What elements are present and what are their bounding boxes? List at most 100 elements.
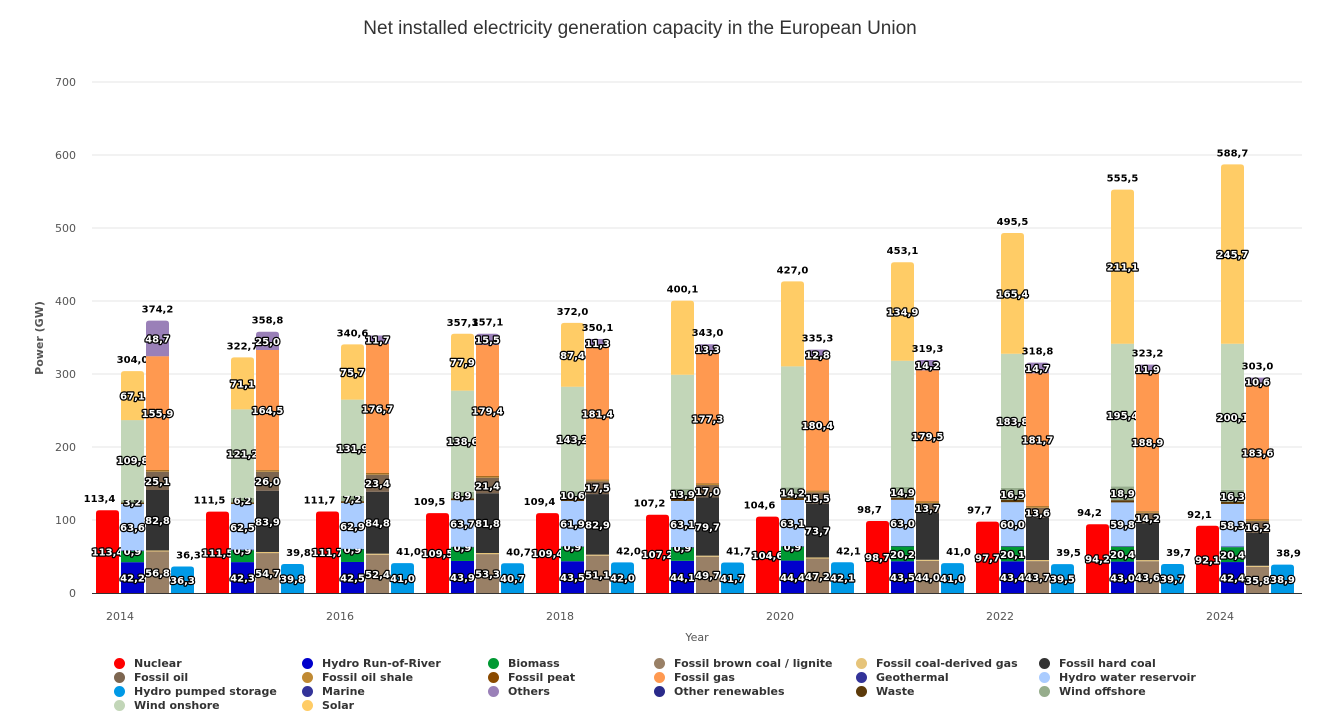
- data-label: 13,3: [695, 345, 720, 356]
- bar-segment: [1026, 561, 1049, 593]
- data-label: 245,7: [1217, 250, 1249, 261]
- bar-segment: [1001, 233, 1024, 354]
- bar-segment: [476, 333, 499, 346]
- total-label: 319,3: [912, 344, 944, 355]
- total-label: 39,7: [1166, 548, 1191, 559]
- bar-segment: [1111, 546, 1134, 562]
- bar-segment: [671, 560, 694, 593]
- total-label: 357,1: [472, 318, 504, 329]
- bar-segment: [561, 322, 584, 387]
- bar-segment: [536, 513, 559, 593]
- bar-segment: [341, 399, 364, 496]
- legend-label: Fossil peat: [508, 670, 576, 684]
- bar-segment: [671, 374, 694, 489]
- data-label: 87,4: [560, 351, 585, 362]
- legend-item[interactable]: Marine: [302, 684, 488, 698]
- bar-segment: [1001, 561, 1024, 593]
- legend-item[interactable]: Fossil hard coal: [1039, 656, 1219, 670]
- data-label: 43,9: [450, 573, 475, 584]
- legend-item[interactable]: Fossil oil: [114, 670, 302, 684]
- y-tick-label: 600: [55, 149, 76, 162]
- data-label: 107,2: [642, 550, 674, 561]
- data-label: 164,5: [252, 406, 284, 417]
- bar-segment: [916, 503, 939, 514]
- bar-segment: [366, 473, 389, 475]
- data-label: 84,8: [365, 519, 390, 530]
- bar-segment: [891, 545, 914, 547]
- bar-segment: [146, 550, 169, 552]
- bar-segment: [781, 546, 804, 561]
- legend-label: Fossil brown coal / lignite: [674, 656, 833, 670]
- data-label: 61,9: [560, 520, 585, 531]
- bar-segment: [231, 409, 254, 498]
- legend-item[interactable]: Other renewables: [654, 684, 856, 698]
- bar-segment: [1026, 506, 1049, 507]
- legend-item[interactable]: Fossil peat: [488, 670, 654, 684]
- bar-segment: [1246, 521, 1269, 533]
- data-label: 63,1: [670, 520, 695, 531]
- data-label: 15,5: [805, 494, 830, 505]
- legend-item[interactable]: Wind onshore: [114, 698, 302, 712]
- bar-segment: [1221, 546, 1244, 548]
- bar-segment: [781, 281, 804, 367]
- data-label: 67,1: [120, 392, 145, 403]
- bar-segment: [341, 548, 364, 550]
- data-label: 11,7: [365, 336, 390, 347]
- bar-segment: [341, 501, 364, 503]
- bar-segment: [316, 511, 339, 593]
- bar-segment: [561, 498, 584, 502]
- legend-item[interactable]: Hydro Run-of-River: [302, 656, 488, 670]
- legend-item[interactable]: Fossil oil shale: [302, 670, 488, 684]
- bar-segment: [366, 491, 389, 554]
- legend-marker-icon: [856, 685, 867, 697]
- legend-item[interactable]: Fossil gas: [654, 670, 856, 684]
- legend-item[interactable]: Geothermal: [856, 670, 1039, 684]
- bar-segment: [366, 472, 389, 474]
- total-label: 303,0: [1242, 362, 1274, 373]
- data-label: 71,1: [230, 379, 255, 390]
- total-label: 39,8: [286, 548, 311, 559]
- data-label: 20,4: [1110, 550, 1135, 561]
- legend-item[interactable]: Wind offshore: [1039, 684, 1219, 698]
- data-label: 39,7: [1160, 575, 1185, 586]
- legend-item[interactable]: Solar: [302, 698, 488, 712]
- legend-marker-icon: [302, 685, 313, 697]
- y-tick-label: 300: [55, 368, 76, 381]
- bar-segment: [781, 497, 804, 500]
- legend-item[interactable]: Fossil coal-derived gas: [856, 656, 1039, 670]
- data-label: 111,5: [202, 548, 234, 559]
- bar-segment: [561, 561, 584, 593]
- bar-segment: [1026, 362, 1049, 374]
- total-label: 372,0: [557, 307, 589, 318]
- y-tick-label: 200: [55, 441, 76, 454]
- data-label: 73,7: [805, 527, 830, 538]
- legend-item[interactable]: Waste: [856, 684, 1039, 698]
- bar-segment: [366, 474, 389, 492]
- bar-segment: [756, 516, 779, 593]
- bar-segment: [231, 550, 254, 563]
- y-tick-label: 100: [55, 514, 76, 527]
- legend-item[interactable]: Hydro pumped storage: [114, 684, 302, 698]
- legend-item[interactable]: Biomass: [488, 656, 654, 670]
- data-label: 11,3: [585, 339, 610, 350]
- data-label: 77,9: [450, 358, 475, 369]
- legend-item[interactable]: Fossil brown coal / lignite: [654, 656, 856, 670]
- total-label: 38,9: [1276, 549, 1301, 560]
- data-label: 13,6: [1025, 509, 1050, 520]
- bar-segment: [231, 562, 254, 593]
- legend-item[interactable]: Hydro water reservoir: [1039, 670, 1219, 684]
- bar-segment: [1221, 489, 1244, 502]
- data-label: 181,4: [582, 409, 614, 420]
- total-label: 111,7: [304, 495, 336, 506]
- data-label: 20,1: [1000, 550, 1025, 561]
- data-label: 20,2: [890, 550, 915, 561]
- y-axis-title: Power (GW): [33, 301, 46, 375]
- legend-item[interactable]: Nuclear: [114, 656, 302, 670]
- data-label: 7,2: [344, 495, 362, 506]
- bar-segment: [831, 562, 854, 593]
- data-label: 14,2: [1135, 514, 1160, 525]
- bar-segment: [781, 487, 804, 498]
- legend-item[interactable]: Others: [488, 684, 654, 698]
- bar-segment: [671, 488, 694, 499]
- bar-segment: [1026, 506, 1049, 508]
